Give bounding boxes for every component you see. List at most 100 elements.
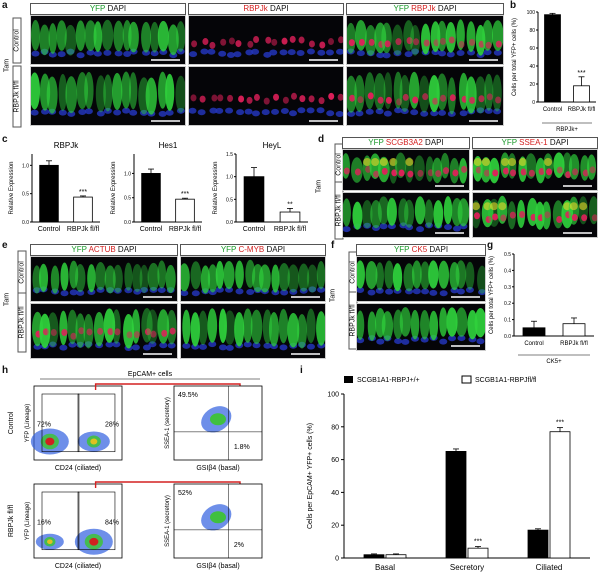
cell-merge-yellow (473, 158, 482, 166)
cell-yfp (439, 307, 448, 337)
nucleus-dapi (60, 290, 69, 297)
panel-d-header-1: YFP SCGB3A2 DAPI (342, 137, 470, 149)
nucleus-red (211, 94, 218, 102)
bar (175, 198, 195, 223)
cell-yfp (111, 72, 123, 110)
header-stain-label: YFP (89, 4, 106, 13)
nucleus-dapi (93, 50, 102, 57)
nucleus-red (246, 96, 253, 104)
nucleus-red (495, 96, 502, 104)
flow-row-label: Control (8, 411, 15, 434)
cell-yfp (101, 19, 114, 51)
panel-letter-g: g (487, 240, 494, 251)
cell-yfp (377, 196, 390, 225)
header-stain-label: DAPI (105, 4, 127, 13)
cell-yfp (112, 264, 123, 293)
flow-pct-left-2: 28% (105, 422, 119, 429)
nucleus-red (202, 38, 209, 46)
nucleus-red (209, 41, 216, 49)
nucleus-red (581, 214, 588, 222)
nucleus-red (349, 94, 356, 102)
cell-yfp (411, 260, 422, 289)
nucleus-dapi (105, 341, 114, 348)
legend-label-2: SCGB1A1-RBPJfl/fl (475, 377, 537, 384)
nucleus-red (492, 213, 499, 221)
cell-yfp (410, 309, 420, 340)
flow-pct-right-1: 49.5% (178, 392, 198, 399)
cell-yfp (258, 264, 271, 293)
nucleus-dapi (225, 286, 234, 293)
cell-yfp (112, 309, 121, 344)
cell-yfp (65, 76, 78, 114)
cell-yfp (347, 75, 357, 113)
cell-yfp (420, 261, 431, 290)
cell-yfp (296, 313, 307, 349)
cell-yfp (474, 307, 485, 338)
nucleus-red (220, 38, 227, 46)
nucleus-red (199, 95, 206, 103)
x-tick-label: RBPJk fl/fl (169, 226, 202, 233)
nucleus-red (228, 37, 235, 45)
nucleus-red (483, 169, 490, 177)
cell-yfp (124, 262, 133, 291)
nucleus-dapi (68, 341, 77, 348)
nucleus-red (402, 93, 409, 101)
x-tick-label: RBPJk fl/fl (274, 226, 307, 233)
y-tick-label: 0.3 (504, 285, 511, 291)
nucleus-dapi (325, 49, 334, 56)
y-axis-label: Relative Expression (9, 161, 15, 214)
nucleus-red (448, 36, 455, 44)
x-tick-label: Control (140, 226, 163, 233)
panel-b-chart: 0 20 40 60 80 100 Control *** RBPJk fl/fl Cells p… (512, 10, 596, 132)
flow-population-core (210, 511, 226, 524)
nucleus-red (126, 331, 133, 339)
nucleus-dapi (31, 109, 39, 116)
nucleus-dapi (317, 286, 325, 293)
legend-swatch-1 (344, 376, 353, 383)
flow-ylabel-left: YFP (Lineage) (25, 404, 31, 443)
nucleus-dapi (67, 110, 76, 117)
y-tick-label: 1.0 (124, 171, 131, 177)
flow-row-label: RBPJk fl/fl (8, 504, 15, 537)
nucleus-red (500, 214, 507, 222)
nucleus-dapi (405, 224, 414, 231)
nucleus-dapi (316, 107, 325, 114)
nucleus-red (97, 327, 104, 335)
x-tick-label: Control (543, 107, 562, 113)
nucleus-red (503, 167, 510, 175)
cell-yfp (235, 260, 244, 289)
nucleus-dapi (326, 110, 335, 117)
cell-yfp (181, 263, 190, 292)
nucleus-red (133, 331, 140, 339)
cell-yfp (306, 308, 316, 344)
nucleus-dapi (207, 48, 216, 55)
nucleus-red (368, 38, 375, 46)
nucleus-dapi (335, 48, 343, 55)
nucleus-dapi (420, 110, 429, 117)
nucleus-dapi (76, 289, 85, 296)
panel-letter-i: i (300, 365, 303, 376)
nucleus-red (290, 92, 297, 100)
nucleus-red (396, 98, 403, 106)
nucleus-dapi (96, 110, 105, 117)
nucleus-dapi (58, 109, 67, 116)
nucleus-dapi (48, 341, 57, 348)
nucleus-red (238, 95, 245, 103)
panel-e-treatment-label: Tam (3, 292, 11, 307)
cell-yfp (69, 260, 79, 289)
cell-yfp (94, 262, 107, 291)
cell-yfp (129, 72, 138, 110)
nucleus-dapi (279, 344, 288, 351)
nucleus-red (343, 167, 350, 175)
cell-yfp (223, 260, 235, 290)
y-tick-label: 0.0 (22, 220, 29, 226)
panel-a-image-mutant-rbpjk (188, 66, 344, 126)
nucleus-dapi (33, 343, 42, 350)
nucleus-red (263, 97, 270, 105)
header-stain-label: DAPI (267, 4, 289, 13)
nucleus-dapi (225, 344, 234, 351)
nucleus-dapi (457, 335, 466, 342)
header-stain-label: YFP (71, 245, 87, 254)
nucleus-dapi (439, 338, 448, 345)
nucleus-red (357, 96, 364, 104)
